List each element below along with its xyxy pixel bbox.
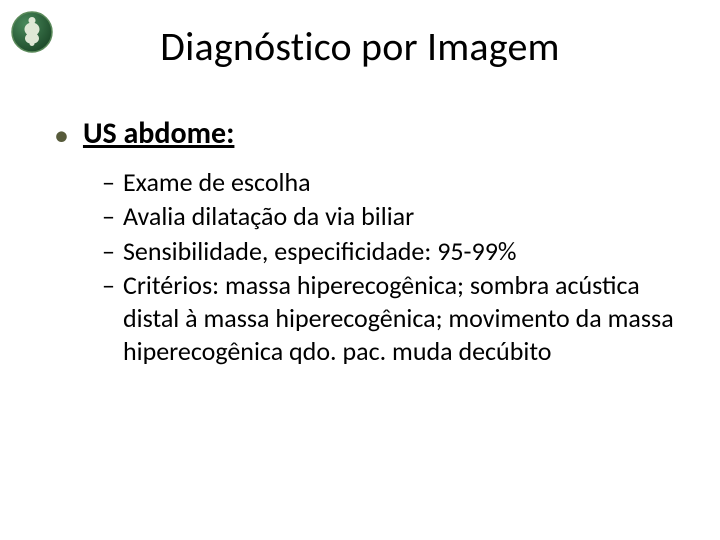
medical-logo-icon xyxy=(10,10,54,54)
slide-title: Diagnóstico por Imagem xyxy=(40,22,680,71)
bullet-level2: – Avalia dilatação da via biliar xyxy=(102,200,680,233)
bullet-level2: – Critérios: massa hiperecogênica; sombr… xyxy=(102,269,680,369)
bullet2-text: Avalia dilatação da via biliar xyxy=(123,200,414,233)
bullet2-text: Sensibilidade, especificidade: 95-99% xyxy=(123,235,517,268)
bullet2-text: Exame de escolha xyxy=(123,166,311,199)
bullet1-marker-icon: • xyxy=(54,115,69,151)
bullet2-marker-icon: – xyxy=(102,166,115,198)
bullet2-marker-icon: – xyxy=(102,200,115,232)
slide-container: Diagnóstico por Imagem • US abdome: – Ex… xyxy=(0,0,720,540)
bullet-level2: – Sensibilidade, especificidade: 95-99% xyxy=(102,235,680,268)
bullet2-marker-icon: – xyxy=(102,235,115,267)
bullet2-marker-icon: – xyxy=(102,269,115,301)
bullet1-text: US abdome: xyxy=(83,115,234,152)
bullet-level1: • US abdome: xyxy=(54,115,680,152)
bullet-level2: – Exame de escolha xyxy=(102,166,680,199)
bullet2-text: Critérios: massa hiperecogênica; sombra … xyxy=(123,269,680,369)
